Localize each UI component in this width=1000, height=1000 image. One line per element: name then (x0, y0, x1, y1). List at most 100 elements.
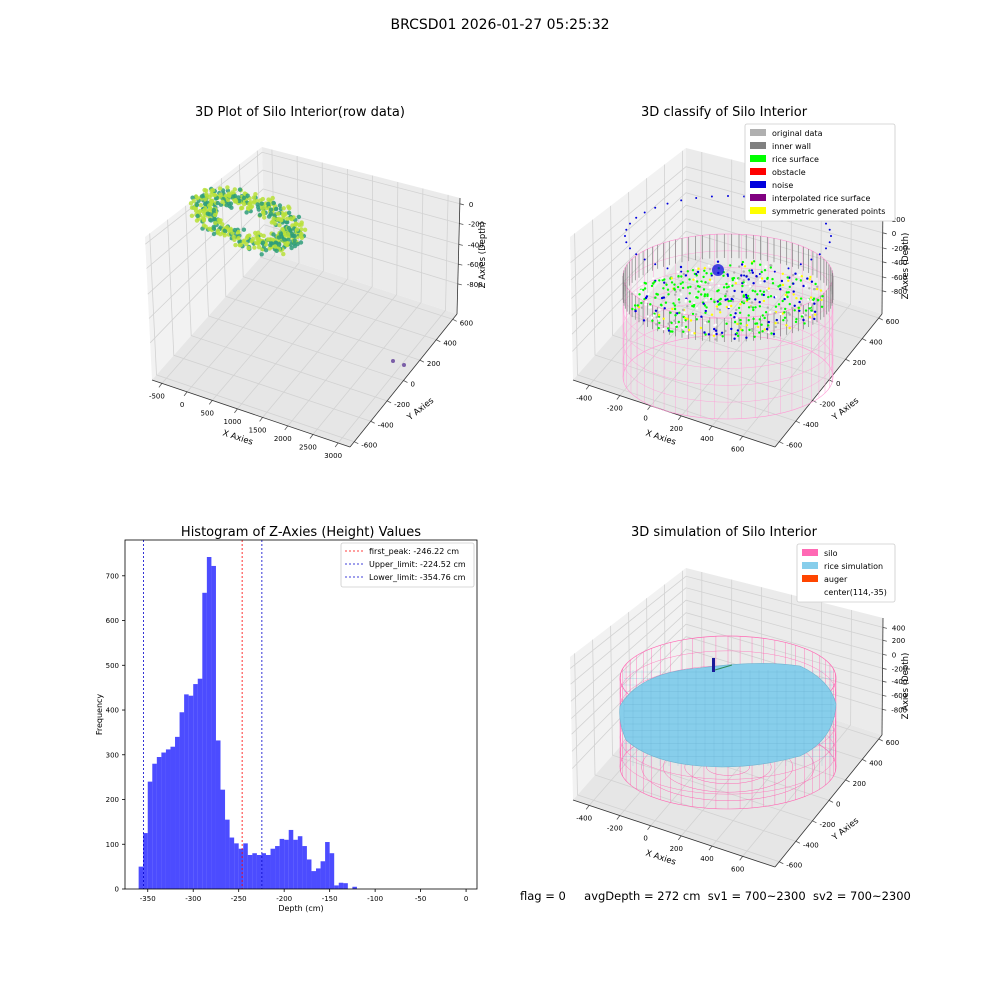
raw-point (208, 206, 213, 211)
raw-point-cloud (188, 185, 308, 257)
surface-point (816, 285, 819, 288)
grid-y (610, 625, 813, 822)
grid-x (237, 168, 349, 410)
surface-point (712, 332, 716, 335)
surface-point (766, 313, 770, 316)
x-tick (183, 391, 188, 397)
surface-point (730, 327, 733, 331)
sv1-text: sv1 = 700~2300 (707, 889, 806, 903)
histogram-bar (311, 871, 317, 889)
raw-point (211, 207, 217, 213)
raw-point (260, 240, 266, 245)
surface-point (692, 301, 696, 305)
z-tick-label: 0 (892, 651, 896, 659)
x-tick-label: -50 (415, 895, 426, 903)
surface-point (725, 305, 728, 309)
y-tick-label: 100 (106, 841, 119, 849)
raw-point (278, 217, 284, 222)
chart-title: Histogram of Z-Axies (Height) Values (181, 525, 421, 540)
panel-3d-classify: 3D classify of Silo Interior -400 -200 0 200… (570, 105, 911, 453)
surface-point (728, 281, 731, 285)
surface-point (733, 289, 736, 293)
surface-point (774, 305, 778, 308)
grid-y (592, 219, 797, 422)
z-tick (457, 283, 462, 286)
raw-point (263, 248, 269, 253)
raw-point (195, 196, 200, 201)
surface-point (735, 316, 738, 320)
surface-point (802, 318, 805, 322)
surface-point (767, 330, 770, 334)
grid-y (203, 191, 404, 381)
raw-point (209, 199, 214, 204)
surface-point (782, 319, 785, 322)
histogram-bar (270, 848, 276, 889)
x-tick-label: 2500 (299, 443, 317, 451)
surface-point (821, 295, 824, 298)
surface-point (803, 322, 806, 325)
surface-point (799, 279, 803, 282)
raw-point (275, 211, 281, 216)
z-tick-label: 0 (469, 201, 473, 209)
x-tick (234, 408, 238, 414)
pane-back-left (570, 148, 686, 380)
raw-point (236, 229, 241, 235)
surface-point (670, 321, 673, 325)
surface-point (750, 301, 754, 304)
y-tick (862, 338, 867, 341)
panel-histogram: Histogram of Z-Axies (Height) Values -350… (95, 525, 478, 913)
surface-point (804, 314, 808, 317)
surface-point (748, 285, 752, 288)
y-tick-label: -400 (803, 841, 819, 849)
surface-point (740, 263, 744, 266)
surface-point (776, 321, 780, 325)
noise-point (787, 267, 790, 270)
raw-point (241, 201, 247, 207)
raw-point (210, 188, 216, 193)
surface-point (813, 317, 816, 321)
noise-point (654, 263, 657, 266)
surface-point (766, 306, 769, 309)
surface-point (759, 289, 762, 293)
grid-z (571, 612, 883, 719)
x-tick (616, 395, 621, 400)
surface-point (716, 307, 719, 311)
noise-point (635, 216, 638, 219)
surface-point (709, 297, 713, 301)
surface-point (785, 324, 788, 327)
surface-point (636, 304, 639, 307)
pane-back-right (262, 147, 460, 314)
y-tick-label: 600 (886, 739, 899, 747)
surface-point (733, 316, 736, 319)
surface-point (717, 284, 721, 287)
z-tick (458, 263, 463, 266)
surface-point (775, 318, 778, 322)
panel-3d-raw: 3D Plot of Silo Interior(row data) -500 0 5… (145, 105, 488, 460)
y-tick (354, 441, 359, 445)
grid-z (571, 204, 883, 316)
surface-point (714, 329, 718, 332)
x-tick-label: -100 (367, 895, 383, 903)
grid-y (221, 178, 421, 361)
raw-point (217, 186, 223, 191)
legend-label: interpolated rice surface (772, 194, 870, 203)
raw-point (202, 187, 207, 193)
noise-cluster (712, 264, 724, 276)
x-tick-label: -150 (322, 895, 338, 903)
histogram-bar (193, 684, 198, 889)
y-tick (386, 400, 392, 404)
surface-point (771, 277, 774, 281)
x-tick-label: 200 (670, 425, 683, 433)
surface-point (784, 307, 787, 311)
surface-point (656, 311, 659, 314)
auger-marker (712, 658, 715, 672)
surface-point (747, 278, 750, 281)
z-tick-label: 400 (892, 624, 905, 632)
raw-point (292, 238, 297, 243)
raw-point (195, 213, 200, 219)
raw-point (253, 192, 258, 197)
grid-y (664, 164, 863, 339)
surface-point (642, 288, 645, 292)
surface-point (773, 312, 776, 315)
noise-point (680, 270, 683, 273)
